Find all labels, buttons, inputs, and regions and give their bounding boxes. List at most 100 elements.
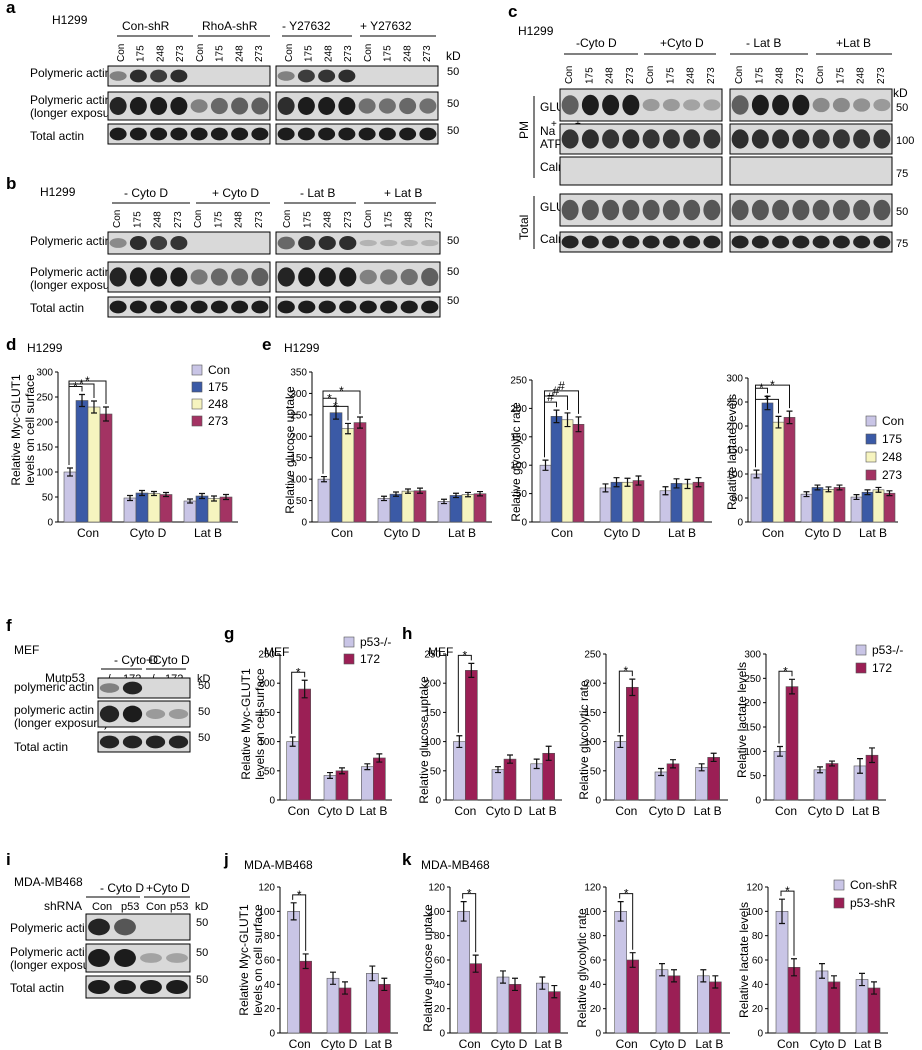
panel-c-blot-calnexin-left-membrane	[559, 156, 723, 186]
panel-f-row-2b: (longer exposure)	[14, 716, 108, 730]
chart-e3-errorbar-0-0	[753, 469, 760, 479]
chart-e1-errorbar-2-3	[477, 490, 483, 497]
chart-h2-bar-2-1	[707, 757, 720, 801]
legend-d-label-3: 273	[208, 414, 228, 428]
legend-d-swatch-2	[191, 398, 203, 410]
chart-e1-xtick-label-1: Cyto D	[384, 526, 421, 540]
panel-i-group-1: - Cyto D	[100, 881, 144, 895]
panel-b-left-lane-7: 248	[234, 211, 245, 228]
panel-b-blot-1-left	[107, 231, 271, 255]
panel-c-blot-calnexintotal-left-band-7	[683, 235, 701, 249]
panel-a-blot-3-right-band-4	[338, 127, 356, 141]
chart-e3-bar-1-2	[822, 489, 835, 523]
legend-e-label-2: 248	[882, 450, 902, 464]
panel-a-right-lane-5: Con	[363, 44, 374, 62]
chart-k3-ytick-label-1: 20	[752, 1004, 764, 1015]
chart-e2-xtick-label-1: Cyto D	[604, 526, 641, 540]
panel-c-left-lane-1: Con	[564, 66, 575, 84]
chart-h1-ytick-label-0: 0	[435, 796, 441, 807]
panel-c-blot-atpase-left-band-6	[662, 129, 680, 149]
chart-e1-errorbar-1-0	[381, 495, 387, 502]
panel-c-row-na-plus: +	[551, 119, 557, 130]
panel-a-kd: kD	[446, 49, 461, 63]
panel-f-cell-line: MEF	[14, 643, 39, 657]
panel-c-cell-line: H1299	[518, 24, 554, 38]
legend-d-label-2: 248	[208, 397, 228, 411]
chart-h2-bar-1-1	[666, 763, 680, 801]
panel-a-group-1: Con-shR	[122, 19, 170, 33]
chart-h2-errorbar-0-0	[617, 735, 624, 749]
chart-e3-errorbar-1-0	[803, 491, 810, 498]
panel-c-mw-5: 75	[896, 238, 908, 250]
chart-j-xtick-label-2: Lat B	[364, 1037, 392, 1050]
panel-a-blot-1-right-band-3	[318, 69, 336, 83]
panel-a-row-1: Polymeric actin	[30, 66, 111, 80]
chart-e3-errorbar-0-1	[764, 395, 771, 411]
chart-g-ytick-label-3: 150	[258, 708, 275, 719]
legend-g-label-0: p53-/-	[360, 635, 391, 649]
chart-e2-errorbar-2-3	[695, 477, 702, 488]
panel-a-right-lane-2: 175	[304, 45, 315, 62]
panel-a-blot-2-right-band-5	[358, 98, 376, 114]
chart-e1-xtick-label-0: Con	[331, 526, 353, 540]
chart-k2-errorbar-1-0	[659, 963, 665, 977]
panel-c-mw-4: 50	[896, 206, 908, 218]
chart-k3-xtick-label-2: Lat B	[854, 1037, 882, 1050]
chart-d-errorbar-1-2	[151, 490, 157, 497]
panel-c-group-2: +Cyto D	[660, 36, 704, 50]
panel-f-letter: f	[6, 616, 12, 635]
chart-e3-bar-2-1	[861, 491, 874, 523]
chart-e1-ytick-label-6: 300	[290, 389, 307, 400]
chart-e2-ytick-label-5: 250	[510, 376, 527, 387]
chart-j-ytick-label-1: 20	[264, 1004, 276, 1015]
panel-i-lane-2: p53	[121, 901, 139, 913]
chart-k2-ytick-label-0: 0	[595, 1029, 601, 1040]
chart-e2-errorbar-1-1	[613, 477, 620, 488]
chart-e1-bar-2-3	[473, 493, 487, 523]
panel-d: d H1299 Relative Myc-GLUT1 levels on cel…	[6, 335, 238, 540]
panel-c-right-lane-4: 273	[795, 67, 806, 84]
chart-k1-bar-0-1	[469, 963, 482, 1034]
chart-e2-xtick-label-0: Con	[551, 526, 573, 540]
panel-e-letter: e	[262, 335, 271, 354]
panel-i-lane-1: Con	[92, 901, 112, 913]
chart-h1-ytick-label-2: 100	[424, 737, 441, 748]
panel-a-blot-3-right-band-2	[297, 127, 315, 141]
panel-c-blot-calnexintotal-left-band-4	[622, 235, 640, 249]
legend-h-swatch-0	[855, 644, 867, 656]
chart-k2-errorbar-0-0	[617, 901, 624, 922]
chart-k2-sig-0: *	[624, 887, 629, 901]
panel-f-blot-1-band-2	[122, 681, 143, 695]
chart-k3-errorbar-0-1	[791, 958, 797, 977]
panel-f-blot-1-band-1	[99, 683, 120, 693]
panel-b-blot-3-left-band-7	[231, 300, 249, 314]
panel-c-blot-atpase-right	[729, 123, 893, 155]
chart-d-bar-0-1	[75, 400, 89, 523]
panel-b-blot-3-right-band-7	[400, 300, 418, 314]
chart-e2-errorbar-2-1	[673, 478, 680, 489]
chart-k3-errorbar-2-0	[859, 972, 865, 987]
legend-e-swatch-2	[865, 451, 877, 463]
chart-h1-xtick-label-1: Cyto D	[486, 804, 523, 818]
chart-d-bar-0-0	[63, 471, 77, 523]
panel-f-row-3: Total actin	[14, 740, 68, 754]
chart-k2-ytick-label-1: 20	[590, 1004, 602, 1015]
chart-e3-errorbar-1-1	[814, 484, 821, 491]
panel-a-blot-2-left-band-8	[251, 97, 269, 115]
chart-e2-bar-2-3	[692, 481, 705, 523]
panel-g-ylabel-1: Relative Myc-GLUT1	[239, 668, 253, 780]
panel-f-blot-3	[97, 731, 191, 753]
chart-e2-ytick-label-3: 150	[510, 432, 527, 443]
panel-i-row-2: Polymeric actin	[10, 945, 91, 959]
panel-a-blot-1-right-membrane	[275, 65, 439, 87]
chart-e2-bar-1-2	[621, 481, 634, 523]
panel-e-ylabel-1: Relative glucose uptake	[283, 386, 297, 514]
panel-f-blot-3-band-2	[122, 735, 143, 749]
panel-i-group-2: +Cyto D	[146, 881, 190, 895]
panel-b-row-1: Polymeric actin	[30, 234, 111, 248]
chart-h2-bar-1-0	[654, 771, 668, 801]
chart-e2-bar-2-1	[670, 483, 683, 523]
panel-g-ylabel-2: levels on cell surface	[253, 668, 267, 780]
panel-f-row-1: polymeric actin	[14, 680, 94, 694]
panel-b-blot-1-right-band-6	[380, 239, 398, 247]
